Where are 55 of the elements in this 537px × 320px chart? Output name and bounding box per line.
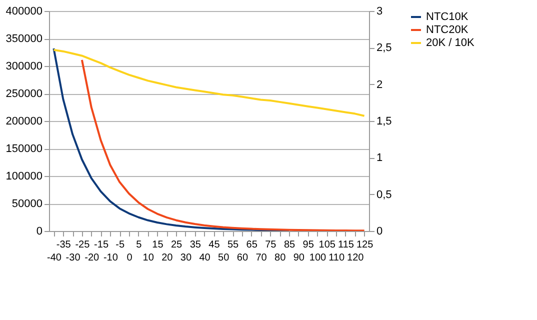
x-tick-label: -5 bbox=[116, 240, 125, 250]
x-tick-label: -15 bbox=[94, 240, 109, 250]
x-tick-label: 60 bbox=[236, 252, 248, 264]
x-tick-label: 110 bbox=[328, 252, 345, 264]
y2-tick-label: 2 bbox=[376, 78, 383, 91]
y-tick-label: 100000 bbox=[6, 170, 42, 182]
y2-tick-label: 3 bbox=[376, 6, 383, 18]
x-tick-label: 0 bbox=[126, 252, 133, 264]
y-tick-label: 400000 bbox=[6, 6, 42, 18]
x-tick-label: 115 bbox=[338, 240, 354, 250]
x-tick-label: 25 bbox=[170, 240, 183, 250]
x-tick-label: 20 bbox=[162, 252, 174, 264]
x-tick-label: 90 bbox=[293, 252, 305, 264]
x-tick-label: 70 bbox=[256, 252, 268, 264]
y-tick-label: 300000 bbox=[6, 60, 42, 72]
y-tick-label: 350000 bbox=[6, 33, 42, 45]
legend-label: 20K / 10K bbox=[426, 37, 475, 49]
x-tick-label: 100 bbox=[309, 252, 327, 264]
x-tick-label: 75 bbox=[265, 240, 277, 250]
x-tick-label: 15 bbox=[152, 240, 164, 250]
x-tick-label: 105 bbox=[318, 240, 336, 250]
y2-tick-label: 1 bbox=[376, 152, 383, 164]
y2-tick-label: 0,5 bbox=[376, 188, 392, 201]
x-tick-label: 95 bbox=[302, 240, 314, 250]
x-tick-label: -40 bbox=[46, 252, 62, 264]
y-tick-label: 50000 bbox=[12, 198, 42, 210]
y-tick-label: 0 bbox=[36, 226, 42, 238]
y-tick-label: 150000 bbox=[6, 143, 42, 155]
x-tick-label: -25 bbox=[75, 240, 90, 250]
x-tick-label: 125 bbox=[356, 240, 374, 250]
x-tick-label: -30 bbox=[66, 252, 81, 264]
y2-tick-label: 2,5 bbox=[376, 42, 392, 54]
x-tick-label: 35 bbox=[190, 240, 202, 250]
legend-label: NTC20K bbox=[426, 24, 469, 36]
x-tick-label: 50 bbox=[218, 252, 230, 264]
line-series bbox=[80, 58, 366, 231]
x-tick-label: 10 bbox=[142, 252, 154, 264]
y2-tick-label: 1,5 bbox=[376, 116, 392, 128]
x-tick-label: 55 bbox=[227, 240, 240, 250]
x-tick-label: -20 bbox=[84, 252, 100, 264]
x-tick-label: 80 bbox=[274, 252, 286, 264]
x-tick-label: 45 bbox=[208, 240, 220, 250]
x-tick-label: 85 bbox=[284, 240, 296, 250]
legend-label: NTC10K bbox=[426, 11, 469, 23]
x-tick-label: -10 bbox=[103, 252, 118, 264]
y2-tick-label: 0 bbox=[376, 226, 383, 238]
line-series bbox=[52, 48, 366, 117]
x-tick-label: 40 bbox=[199, 252, 211, 264]
x-tick-label: 30 bbox=[180, 252, 192, 264]
y-tick-label: 200000 bbox=[6, 116, 42, 128]
x-tick-label: -35 bbox=[56, 240, 72, 250]
x-tick-label: 5 bbox=[136, 240, 142, 250]
x-tick-label: 120 bbox=[347, 252, 364, 264]
y-tick-label: 250000 bbox=[6, 88, 42, 100]
x-tick-label: 65 bbox=[246, 240, 258, 250]
